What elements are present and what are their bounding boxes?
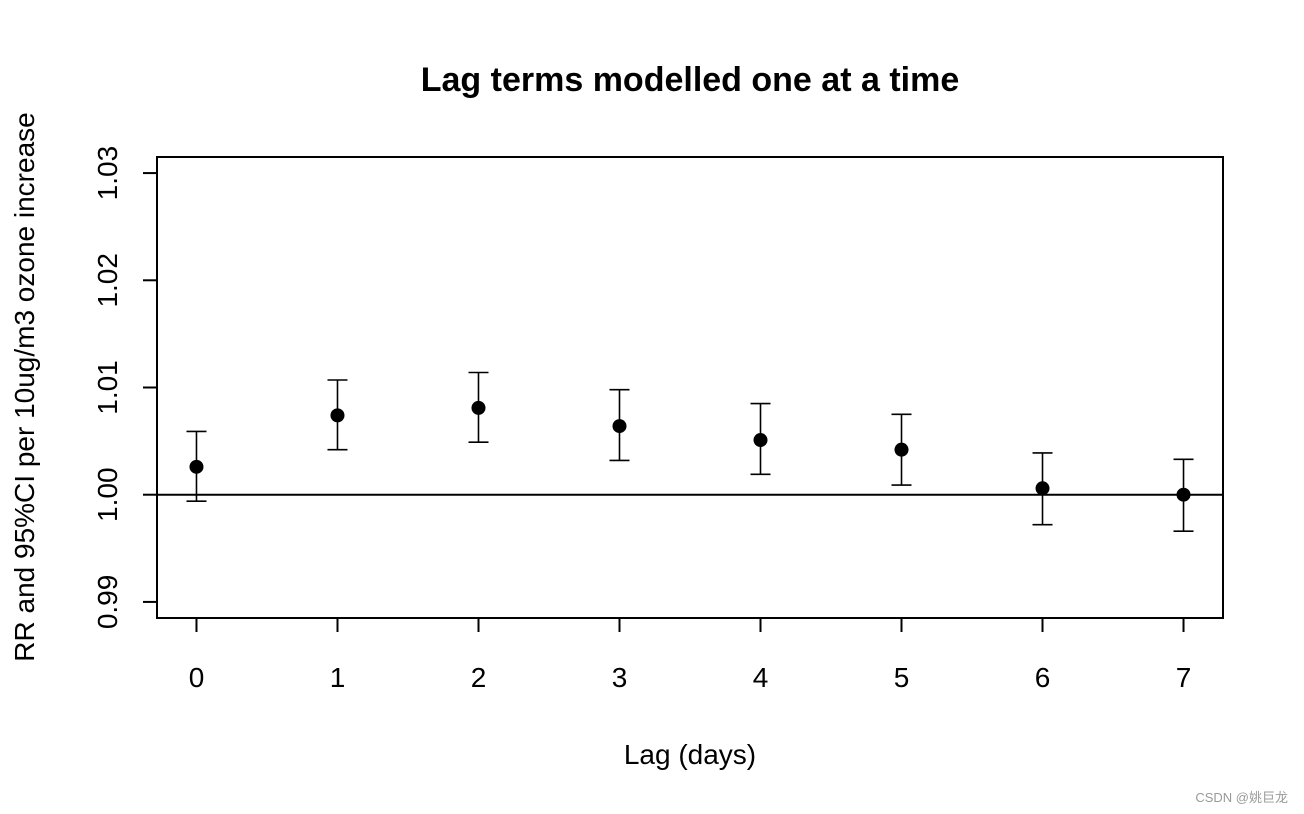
data-point: [471, 400, 486, 415]
data-point: [612, 419, 627, 434]
error-bars: [186, 371, 1194, 532]
x-tick-label: 6: [1035, 662, 1051, 693]
data-point: [330, 408, 345, 423]
data-point: [1035, 481, 1050, 496]
plot-frame: [156, 156, 1224, 619]
y-axis: 0.99 1.00 1.01 1.02 1.03: [92, 146, 157, 629]
x-tick-label: 3: [612, 662, 628, 693]
y-axis-label: RR and 95%CI per 10ug/m3 ozone increase: [9, 112, 40, 661]
data-point: [1176, 487, 1191, 502]
x-axis-label: Lag (days): [624, 739, 756, 770]
x-tick-label: 4: [753, 662, 769, 693]
x-tick-label: 7: [1176, 662, 1192, 693]
chart-title: Lag terms modelled one at a time: [421, 61, 959, 99]
y-tick-label: 0.99: [92, 575, 123, 630]
y-tick-label: 1.03: [92, 146, 123, 201]
x-tick-label: 5: [894, 662, 910, 693]
data-points: [189, 400, 1191, 502]
data-point: [189, 459, 204, 474]
x-tick-label: 2: [471, 662, 487, 693]
x-axis: 0 1 2 3 4 5 6 7: [189, 618, 1192, 693]
y-tick-label: 1.00: [92, 467, 123, 522]
data-point: [894, 442, 909, 457]
x-tick-label: 0: [189, 662, 205, 693]
watermark-text: CSDN @姚巨龙: [1195, 790, 1288, 805]
y-tick-label: 1.02: [92, 253, 123, 308]
x-tick-label: 1: [330, 662, 346, 693]
y-tick-label: 1.01: [92, 360, 123, 415]
data-point: [753, 433, 768, 448]
